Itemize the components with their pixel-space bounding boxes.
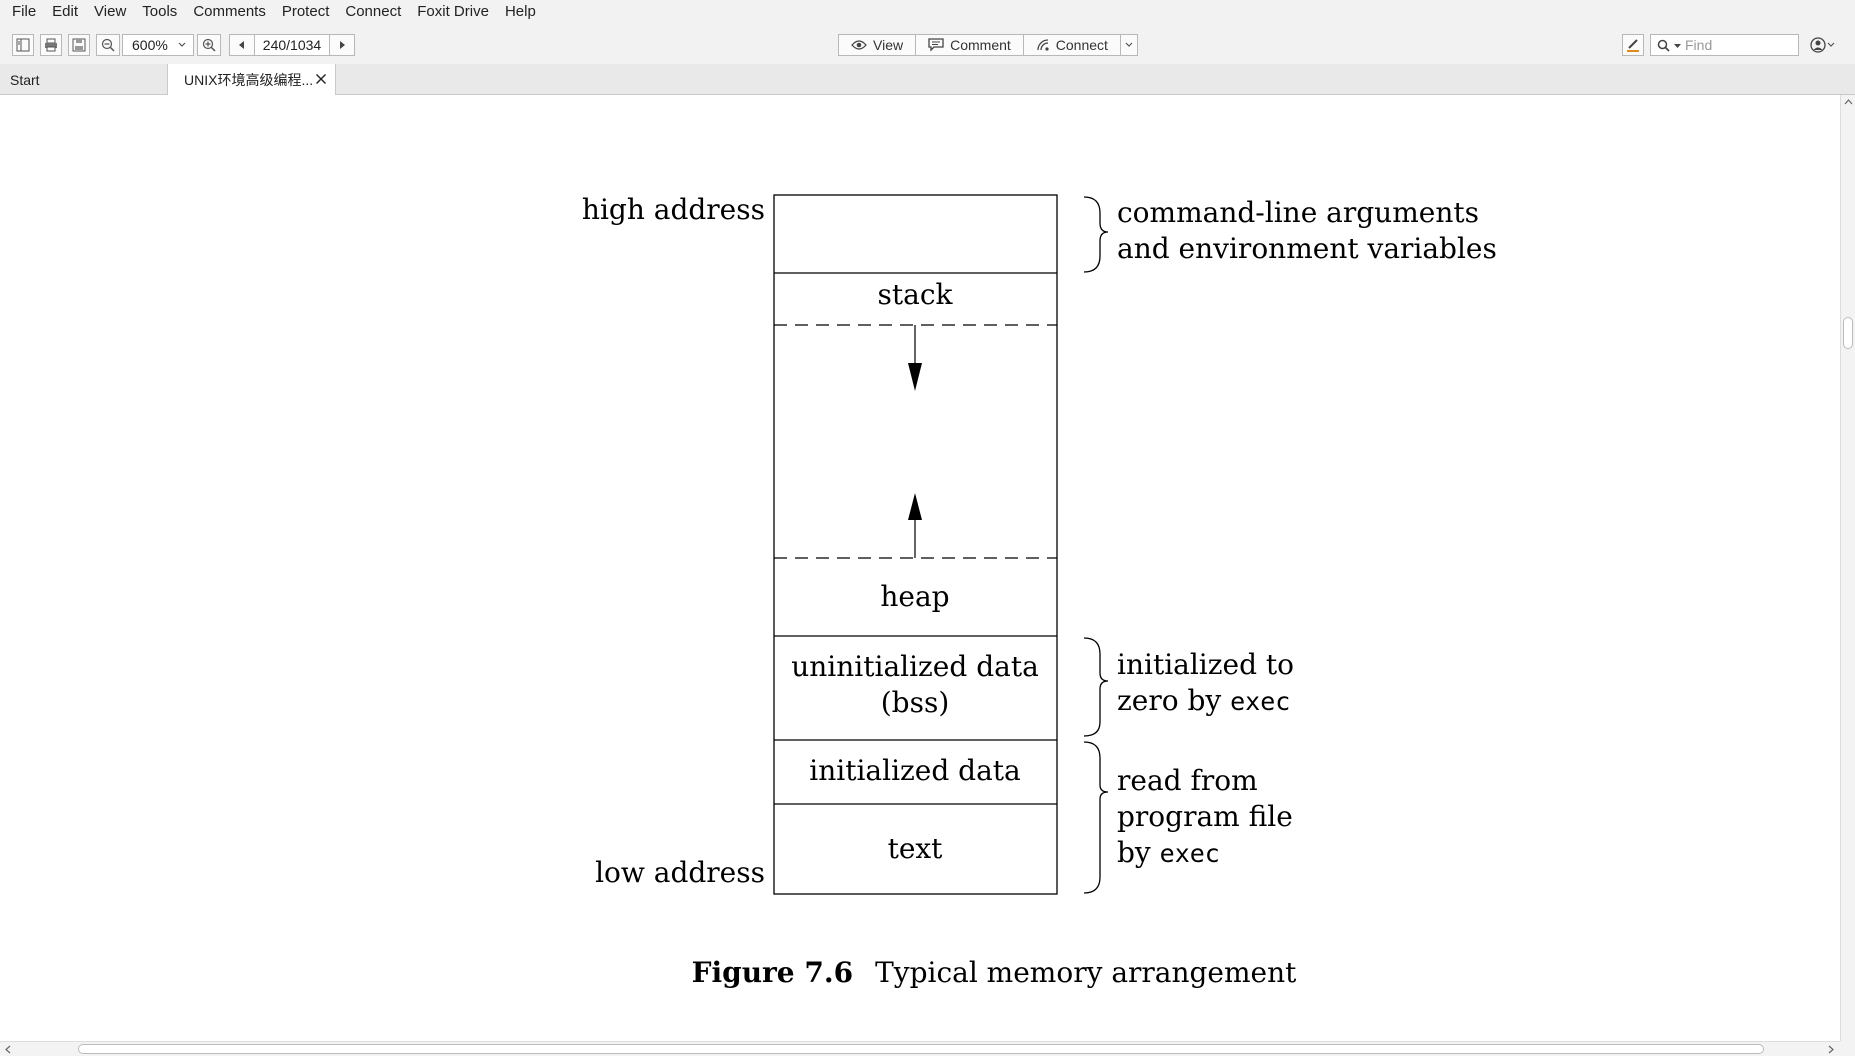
menu-bar: File Edit View Tools Comments Protect Co…	[0, 0, 1855, 24]
triangle-right-icon	[340, 41, 345, 49]
args-annotation-line1: command-line arguments	[1117, 196, 1479, 229]
search-icon	[1657, 39, 1670, 52]
menu-tools[interactable]: Tools	[142, 3, 178, 20]
stack-grows-down-arrow	[908, 363, 922, 391]
save-icon	[72, 38, 86, 52]
chevron-left-icon[interactable]	[3, 1043, 13, 1056]
panel-icon	[16, 38, 30, 52]
figure-caption-label: Figure 7.6	[692, 956, 853, 989]
initialized-data-label: initialized data	[809, 754, 1020, 787]
view-mode-button[interactable]: View	[838, 34, 917, 56]
read-annotation-line1: read from	[1117, 764, 1258, 797]
mode-group: View Comment Connect	[838, 34, 1138, 56]
text-segment-label: text	[888, 832, 944, 865]
brace-read	[1083, 741, 1109, 894]
view-mode-label: View	[873, 37, 904, 53]
bss-label-line2: (bss)	[881, 686, 950, 719]
args-annotation-line2: and environment variables	[1117, 232, 1497, 265]
brace-args	[1083, 196, 1109, 273]
horizontal-scrollbar[interactable]	[0, 1041, 1840, 1056]
connect-icon	[1037, 39, 1049, 51]
chevron-down-icon	[1827, 42, 1835, 47]
heap-label: heap	[880, 580, 949, 613]
low-address-label: low address	[595, 856, 765, 889]
close-icon[interactable]	[315, 73, 327, 85]
chevron-up-icon[interactable]	[1842, 97, 1855, 107]
vertical-scrollbar[interactable]	[1840, 95, 1855, 1041]
tab-bar: Start UNIX环境高级编程...	[0, 64, 1855, 96]
panel-toggle-button[interactable]	[12, 34, 34, 56]
comment-icon	[928, 38, 944, 52]
save-button[interactable]	[68, 34, 90, 56]
page-number: 240/1034	[262, 37, 322, 53]
caret-down-icon	[1674, 44, 1681, 48]
read-annotation-line3: by exec	[1117, 836, 1220, 869]
tab-start[interactable]: Start	[0, 64, 168, 95]
bss-label-line1: uninitialized data	[791, 650, 1039, 683]
document-view[interactable]: high address low address stack heap unin…	[0, 95, 1840, 1041]
print-button[interactable]	[40, 34, 62, 56]
comment-mode-button[interactable]: Comment	[915, 34, 1024, 56]
stack-label: stack	[878, 278, 954, 311]
read-annotation-text: by	[1117, 836, 1160, 869]
prev-page-button[interactable]	[229, 34, 255, 56]
horizontal-scroll-thumb[interactable]	[78, 1044, 1764, 1054]
zoom-in-icon	[202, 38, 216, 52]
menu-connect[interactable]: Connect	[345, 3, 402, 20]
comment-mode-label: Comment	[950, 37, 1011, 53]
toolbar: 600% 240/1034 View Comment Connect	[0, 24, 1855, 64]
chevron-down-icon	[1125, 42, 1133, 47]
zoom-out-icon	[101, 38, 115, 52]
triangle-left-icon	[239, 41, 244, 49]
printer-icon	[45, 38, 57, 52]
zoom-out-button[interactable]	[96, 34, 120, 56]
tab-start-label: Start	[10, 71, 40, 88]
high-address-label: high address	[582, 193, 765, 226]
page-number-field[interactable]: 240/1034	[254, 34, 330, 56]
menu-view[interactable]: View	[94, 3, 127, 20]
menu-protect[interactable]: Protect	[281, 3, 330, 20]
menu-help[interactable]: Help	[504, 3, 536, 20]
account-button[interactable]	[1806, 34, 1840, 56]
heap-grows-up-arrow	[908, 493, 922, 520]
zoom-in-button[interactable]	[197, 34, 221, 56]
connect-mode-button[interactable]: Connect	[1022, 34, 1121, 56]
bss-annotation-line2: zero by exec	[1117, 684, 1290, 717]
next-page-button[interactable]	[329, 34, 355, 56]
find-placeholder: Find	[1685, 37, 1713, 53]
menu-edit[interactable]: Edit	[52, 3, 79, 20]
chevron-down-icon	[178, 42, 186, 47]
chevron-right-icon[interactable]	[1826, 1043, 1836, 1056]
find-field[interactable]: Find	[1650, 34, 1799, 56]
figure-caption-text: Typical memory arrangement	[875, 956, 1297, 989]
zoom-value: 600%	[132, 37, 168, 53]
mode-dropdown-button[interactable]	[1119, 34, 1138, 56]
figure-caption: Figure 7.6 Typical memory arrangement	[692, 956, 1298, 989]
bss-annotation-exec: exec	[1230, 687, 1290, 716]
menu-file[interactable]: File	[12, 3, 37, 20]
zoom-select[interactable]: 600%	[122, 34, 194, 56]
user-icon	[1810, 37, 1826, 53]
eye-icon	[851, 40, 867, 50]
memory-box	[773, 194, 1058, 895]
memory-layout-figure: high address low address stack heap unin…	[582, 193, 1497, 989]
bss-annotation-line1: initialized to	[1117, 648, 1294, 681]
menu-comments[interactable]: Comments	[193, 3, 266, 20]
menu-foxit-drive[interactable]: Foxit Drive	[417, 3, 489, 20]
highlight-button[interactable]	[1622, 34, 1644, 56]
connect-mode-label: Connect	[1055, 37, 1108, 53]
read-annotation-line2: program file	[1117, 800, 1293, 833]
tab-document[interactable]: UNIX环境高级编程...	[168, 64, 336, 96]
scrollbar-corner	[1840, 1041, 1855, 1056]
vertical-scroll-thumb[interactable]	[1843, 317, 1853, 349]
read-annotation-exec: exec	[1160, 839, 1220, 868]
brace-bss	[1083, 637, 1109, 737]
tab-document-label: UNIX环境高级编程...	[184, 72, 314, 88]
bss-annotation-text: zero by	[1117, 684, 1230, 717]
pen-icon	[1627, 39, 1639, 52]
